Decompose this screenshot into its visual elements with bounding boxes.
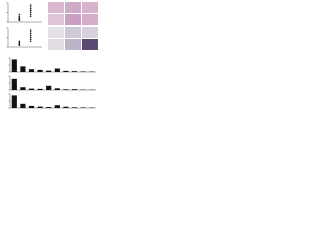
point bbox=[29, 31, 32, 33]
point bbox=[18, 41, 21, 44]
point bbox=[18, 16, 21, 19]
bar bbox=[63, 106, 69, 108]
point bbox=[18, 19, 21, 21]
point bbox=[29, 32, 32, 35]
micrograph bbox=[65, 39, 81, 50]
point bbox=[29, 38, 32, 41]
bar bbox=[71, 71, 78, 72]
micrograph bbox=[65, 14, 81, 25]
bar bbox=[46, 85, 52, 90]
bar bbox=[28, 69, 35, 72]
point bbox=[29, 13, 32, 16]
bar bbox=[11, 78, 17, 90]
bar bbox=[54, 68, 60, 72]
bar bbox=[46, 107, 52, 108]
bar bbox=[54, 105, 60, 108]
micrograph bbox=[65, 27, 81, 38]
bar bbox=[20, 87, 26, 90]
micrograph bbox=[65, 2, 81, 13]
bar bbox=[28, 105, 35, 108]
bar bbox=[20, 66, 26, 72]
point bbox=[29, 5, 32, 8]
bar bbox=[20, 103, 26, 108]
micrograph-grid bbox=[48, 2, 98, 50]
micrograph bbox=[48, 14, 64, 25]
bar bbox=[63, 89, 69, 90]
point bbox=[29, 40, 32, 43]
figure bbox=[6, 2, 98, 109]
point bbox=[29, 9, 32, 12]
point bbox=[29, 29, 32, 31]
bar bbox=[46, 70, 52, 72]
micrograph bbox=[82, 14, 98, 25]
bar bbox=[28, 88, 35, 90]
point bbox=[18, 44, 21, 46]
point bbox=[29, 11, 32, 14]
bar bbox=[37, 88, 43, 90]
point bbox=[29, 4, 32, 6]
bar bbox=[37, 69, 43, 72]
point bbox=[29, 7, 32, 10]
bar bbox=[71, 89, 78, 90]
micrograph bbox=[82, 27, 98, 38]
point bbox=[29, 36, 32, 39]
point bbox=[29, 34, 32, 37]
micrograph bbox=[82, 39, 98, 50]
bar bbox=[54, 88, 60, 90]
bar bbox=[63, 70, 69, 72]
bar bbox=[80, 107, 86, 108]
point bbox=[29, 15, 32, 18]
bar bbox=[80, 71, 86, 72]
bar bbox=[37, 106, 43, 108]
bar bbox=[71, 107, 78, 108]
bar bbox=[11, 59, 17, 72]
micrograph bbox=[48, 2, 64, 13]
micrograph bbox=[48, 27, 64, 38]
bar bbox=[11, 95, 17, 108]
point bbox=[18, 13, 21, 16]
micrograph bbox=[82, 2, 98, 13]
micrograph bbox=[48, 39, 64, 50]
